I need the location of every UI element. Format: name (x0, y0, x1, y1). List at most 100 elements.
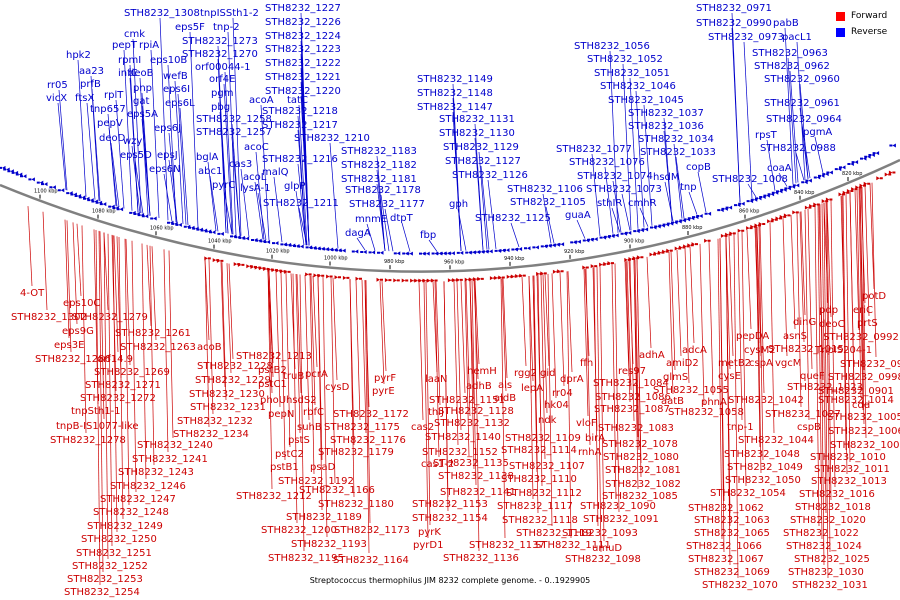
label-leader-line (787, 57, 797, 184)
forward-gene-label: STH8232_1132 (434, 418, 510, 429)
forward-gene-label: STH8232_1137 (469, 540, 545, 551)
forward-gene-label: STH8232_1111 (535, 540, 611, 551)
label-leader-line (366, 223, 376, 251)
label-leader-line (457, 208, 467, 251)
reverse-gene-label: guaA (565, 210, 591, 221)
label-leader-line (540, 274, 546, 460)
label-leader-line (758, 226, 764, 461)
label-leader-line (163, 249, 169, 453)
label-leader-line (125, 239, 131, 366)
reverse-gene-arrow (150, 216, 157, 221)
forward-gene-label: STH8232_1278 (50, 435, 126, 446)
label-leader-line (317, 276, 323, 511)
label-leader-line (141, 243, 147, 480)
reverse-gene-label: STH8232_0971 (696, 3, 772, 14)
forward-gene-label: STH8232_1023 (787, 382, 863, 393)
label-leader-line (756, 226, 762, 357)
forward-gene-label: STH8232_1166 (299, 485, 375, 496)
label-leader-line (151, 246, 157, 341)
label-leader-line (257, 192, 267, 240)
reverse-gene-label: dtpT (390, 213, 414, 224)
forward-gene-label: STH8232_1128 (438, 406, 514, 417)
forward-gene-label: lepA (521, 383, 543, 394)
label-leader-line (129, 77, 139, 213)
label-leader-line (159, 17, 169, 221)
forward-gene-label: suhB (297, 422, 322, 433)
label-leader-line (604, 166, 614, 234)
forward-gene-label: STH8232_1067 (688, 554, 764, 565)
reverse-gene-label: STH8232_1227 (265, 3, 341, 14)
gene-labels: STH8232_1308 tnpISSth1-2 STH8232_1227 eps5F… (11, 3, 900, 598)
reverse-gene-arrow (641, 227, 649, 232)
forward-gene-label: STH8232_1065 (694, 528, 770, 539)
label-leader-line (57, 102, 67, 191)
legend-forward: Forward (836, 8, 887, 24)
label-leader-line (823, 202, 829, 579)
reverse-gene-arrow (272, 241, 279, 246)
forward-gene-arrow (477, 276, 484, 281)
forward-gene-label: STH8232_1243 (118, 467, 194, 478)
forward-gene-arrow (582, 265, 589, 270)
label-leader-line (72, 222, 78, 325)
label-leader-line (804, 209, 810, 421)
forward-gene-label: pyrK (418, 527, 441, 538)
reverse-gene-arrow (515, 247, 523, 252)
label-leader-line (759, 225, 765, 394)
label-leader-line (98, 230, 104, 573)
kbp-tick-label: 960 kbp (444, 259, 464, 265)
forward-gene-label: glmS (663, 372, 688, 383)
label-leader-line (309, 275, 315, 475)
label-leader-line (310, 275, 316, 406)
forward-gene-label: STH8232_1212 (236, 491, 312, 502)
forward-gene-arrow (393, 278, 400, 283)
forward-gene-label: STH8232_1031 (792, 580, 868, 591)
reverse-gene-arrow (792, 183, 800, 188)
forward-gene-label: STH8232_1085 (602, 491, 678, 502)
forward-gene-label: STH8232_1247 (100, 494, 176, 505)
forward-gene-arrow (305, 272, 312, 277)
reverse-gene-label: STH8232_1045 (608, 95, 684, 106)
forward-gene-label: orf14.9 (97, 354, 133, 365)
label-leader-line (741, 231, 747, 487)
forward-gene-label: STH8232_1011 (814, 464, 890, 475)
label-leader-line (664, 181, 674, 221)
label-leader-line (807, 208, 813, 370)
label-leader-line (643, 104, 653, 226)
label-leader-line (756, 226, 762, 474)
forward-gene-label: vgcM (775, 358, 801, 369)
label-leader-line (800, 211, 806, 316)
label-leader-line (699, 243, 705, 406)
forward-gene-label: STH8232_1044 (738, 435, 814, 446)
label-leader-line (103, 232, 109, 560)
label-leader-line (583, 268, 589, 417)
forward-gene-arrow (284, 269, 291, 274)
label-leader-line (502, 278, 508, 379)
reverse-gene-arrow (532, 245, 539, 250)
forward-gene-label: STH8232_1081 (605, 465, 681, 476)
reverse-gene-label: rr05 (47, 80, 68, 91)
label-leader-line (443, 281, 449, 512)
forward-gene-label: STH8232_1249 (87, 521, 163, 532)
reverse-gene-label: wefB (163, 71, 188, 82)
forward-gene-label: STH8232_1251 (76, 548, 152, 559)
forward-gene-label: pyrD1 (413, 540, 443, 551)
label-leader-line (141, 118, 151, 216)
forward-gene-label: STH8232_1164 (333, 555, 409, 566)
label-leader-line (814, 206, 820, 527)
label-leader-line (566, 271, 572, 539)
forward-gene-label: STH8232_1241 (132, 454, 208, 465)
forward-gene-arrow (557, 269, 564, 274)
reverse-gene-arrow (20, 174, 27, 179)
forward-gene-arrow (792, 210, 799, 215)
label-leader-line (81, 225, 87, 434)
label-leader-line (521, 276, 527, 367)
reverse-gene-label: STH8232_1129 (443, 142, 519, 153)
reverse-gene-label: STH8232_0990 (696, 18, 772, 29)
forward-gene-label: STH8232_1135 (433, 458, 509, 469)
reverse-gene-label: sthIR (597, 198, 622, 209)
reverse-gene-label: mnmE (355, 214, 387, 225)
forward-gene-label: cspB (797, 422, 821, 433)
reverse-gene-label: STH8232_1273 (182, 36, 258, 47)
forward-gene-label: pyrE (372, 386, 395, 397)
forward-gene-label: STH8232_1050 (725, 475, 801, 486)
